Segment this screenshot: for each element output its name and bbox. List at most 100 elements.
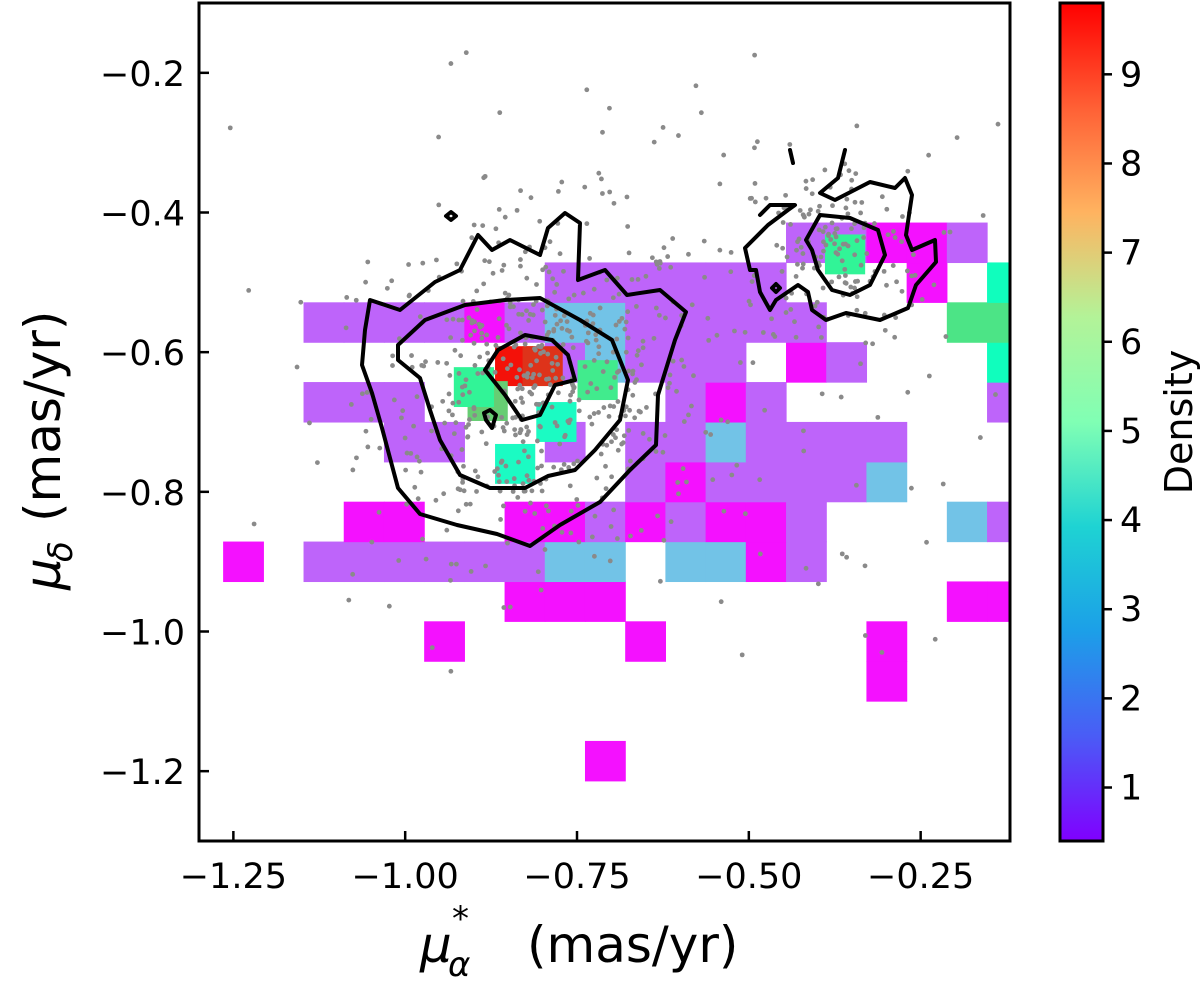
data-point	[752, 145, 757, 151]
data-point	[368, 416, 374, 422]
data-point	[403, 467, 409, 473]
data-point	[679, 357, 685, 363]
data-point	[546, 329, 552, 335]
data-point	[698, 110, 704, 116]
heatmap-bin	[866, 621, 908, 662]
data-point	[363, 279, 369, 285]
data-point	[623, 319, 629, 325]
data-point	[835, 251, 841, 257]
heatmap-bin	[987, 581, 1010, 622]
heatmap-bin	[946, 501, 988, 543]
data-point	[717, 181, 723, 187]
data-point	[656, 266, 662, 271]
svg-text:μ: μ	[14, 558, 72, 591]
data-point	[500, 356, 506, 362]
data-point	[993, 392, 998, 397]
data-point	[769, 316, 774, 322]
data-point	[630, 371, 635, 377]
data-point	[457, 487, 463, 493]
data-point	[924, 539, 929, 545]
heatmap-bin	[504, 541, 546, 583]
data-point	[657, 578, 663, 584]
heatmap-bin	[745, 421, 787, 463]
data-point	[589, 421, 595, 427]
data-point	[346, 597, 352, 603]
colorbar-tick-label: 5	[1120, 412, 1142, 452]
data-point	[630, 392, 636, 398]
data-point	[498, 517, 503, 522]
data-point	[639, 362, 644, 368]
data-point	[864, 251, 870, 256]
data-point	[607, 189, 613, 195]
data-point	[483, 563, 488, 569]
x-tick-label: −1.00	[352, 857, 459, 897]
data-point	[721, 152, 727, 158]
data-point	[911, 252, 916, 258]
data-point	[585, 389, 591, 395]
heatmap-bin	[665, 382, 707, 423]
data-point	[780, 245, 786, 251]
data-point	[587, 256, 592, 261]
data-point	[566, 464, 572, 470]
data-point	[456, 399, 462, 405]
data-point	[651, 139, 657, 145]
heatmap-bin	[584, 740, 626, 782]
data-point	[463, 377, 469, 383]
contour-small-loop	[482, 408, 498, 430]
data-point	[492, 369, 498, 375]
data-point	[504, 322, 509, 328]
data-point	[532, 511, 538, 516]
data-point	[681, 364, 687, 369]
data-point	[821, 248, 826, 254]
colorbar-tick-label: 6	[1120, 323, 1142, 363]
heatmap-bin	[584, 581, 626, 622]
data-point	[708, 432, 714, 437]
data-point	[818, 254, 824, 260]
heatmap-bin	[303, 302, 345, 343]
data-point	[389, 278, 395, 284]
data-point	[885, 232, 891, 238]
data-point	[520, 439, 526, 445]
data-point	[474, 288, 480, 294]
data-point	[620, 440, 626, 446]
data-point	[484, 341, 490, 347]
data-point	[904, 268, 910, 274]
data-point	[568, 530, 574, 536]
data-point	[554, 321, 560, 327]
data-point	[762, 407, 768, 413]
data-point	[623, 349, 629, 355]
heatmap-bin	[946, 222, 988, 264]
data-point	[575, 503, 581, 508]
x-tick-label: −0.50	[695, 857, 802, 897]
data-point	[503, 463, 509, 469]
data-point	[894, 279, 899, 285]
data-point	[596, 410, 601, 415]
data-point	[932, 636, 938, 642]
data-point	[499, 268, 505, 273]
data-point	[472, 328, 477, 334]
data-point	[861, 235, 866, 240]
data-point	[501, 503, 506, 509]
data-point	[854, 294, 860, 300]
data-point	[294, 364, 300, 370]
data-point	[444, 527, 450, 533]
heatmap-bin	[1108, 542, 1149, 582]
data-point	[705, 315, 711, 321]
data-point	[550, 276, 556, 282]
heatmap-bin	[745, 541, 787, 583]
data-point	[568, 392, 573, 398]
data-point	[806, 211, 812, 217]
data-point	[446, 408, 452, 414]
contour-dot-1	[444, 210, 458, 222]
scatter-points	[227, 50, 1001, 674]
data-point	[656, 312, 662, 318]
data-point	[465, 434, 471, 440]
data-point	[607, 105, 612, 111]
data-point	[555, 390, 561, 396]
data-point	[429, 645, 435, 651]
heatmap-bin	[786, 501, 827, 543]
data-point	[486, 259, 492, 265]
data-point	[600, 191, 605, 196]
data-point	[365, 259, 371, 265]
data-point	[870, 341, 876, 347]
